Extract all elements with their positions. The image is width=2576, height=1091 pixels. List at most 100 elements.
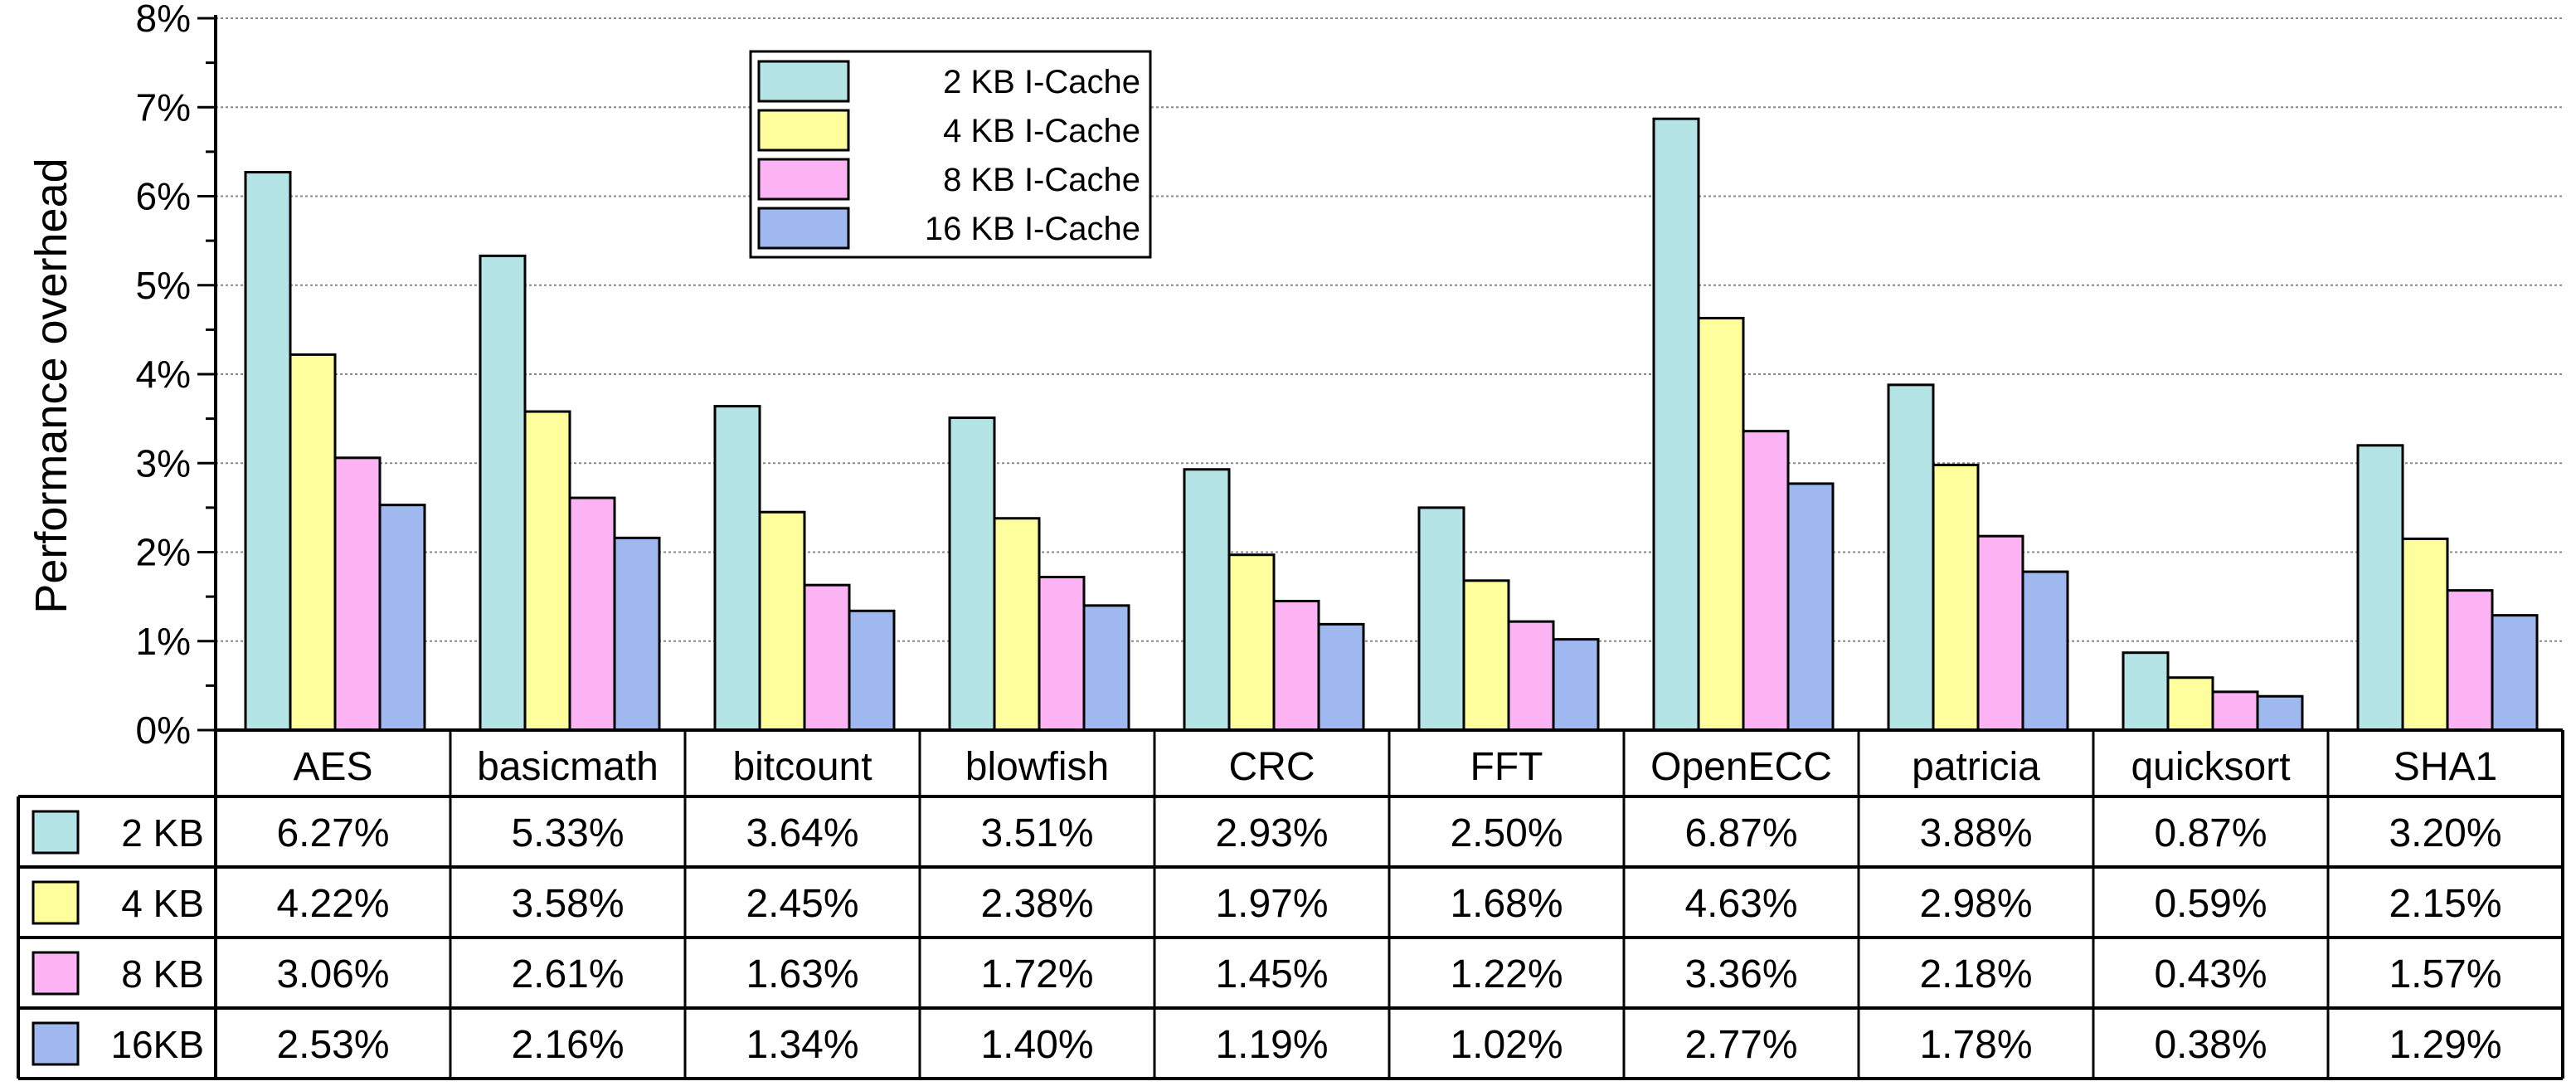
data-label: 5.33% (511, 811, 624, 855)
table-legend-swatch (32, 951, 80, 996)
bar (758, 510, 806, 732)
table-legend-swatch (32, 1021, 80, 1066)
data-label: 1.63% (746, 952, 858, 996)
data-label: 2.50% (1450, 811, 1563, 855)
bar (333, 456, 382, 732)
data-label: 1.97% (1215, 882, 1328, 926)
data-label: 2.15% (2389, 882, 2501, 926)
data-label: 2.98% (1919, 882, 2032, 926)
bar (1887, 383, 1935, 732)
data-label: 1.78% (1919, 1023, 2032, 1067)
data-label: 1.40% (980, 1023, 1093, 1067)
legend: 2 KB I-Cache 4 KB I-Cache 8 KB I-Cache 16 K… (749, 50, 1152, 259)
data-label: 0.43% (2154, 952, 2267, 996)
bar (479, 254, 527, 732)
data-table: AES basicmath bitcount blowfish CRC FFT OpenEC… (17, 730, 2564, 1080)
bar (523, 410, 571, 732)
table-row-label: 16KB (110, 1023, 204, 1066)
bar (993, 517, 1041, 732)
x-category-label: CRC (1229, 745, 1315, 789)
y-tick-label: 3% (136, 441, 191, 485)
data-label: 1.45% (1215, 952, 1328, 996)
x-category-label: OpenECC (1650, 745, 1832, 789)
data-label: 4.22% (276, 882, 389, 926)
data-label: 2.45% (746, 882, 858, 926)
bar (1697, 316, 1745, 732)
axes: 0% 1% 2% 3% 4% 5% 6% 7% 8% (136, 0, 2563, 752)
data-label: 3.58% (511, 882, 624, 926)
bar (2446, 589, 2494, 732)
legend-label: 4 KB I-Cache (943, 113, 1140, 149)
legend-label: 2 KB I-Cache (943, 64, 1140, 100)
bar (1317, 622, 1365, 732)
y-tick-label: 7% (136, 85, 191, 129)
data-label: 0.59% (2154, 882, 2267, 926)
legend-swatch (757, 158, 850, 201)
data-label: 3.64% (746, 811, 858, 855)
data-label: 1.29% (2389, 1023, 2501, 1067)
data-label: 4.63% (1684, 882, 1797, 926)
bar (2166, 676, 2214, 732)
bar (568, 496, 616, 732)
bar (1507, 620, 1555, 732)
bar (1742, 430, 1790, 732)
data-label: 3.36% (1684, 952, 1797, 996)
data-label: 0.87% (2154, 811, 2267, 855)
bar (1552, 638, 1600, 732)
data-label: 2.18% (1919, 952, 2032, 996)
legend-swatch (757, 207, 850, 250)
bar (848, 609, 896, 732)
legend-swatch (757, 60, 850, 103)
table-row-label: 8 KB (121, 952, 204, 996)
y-tick-label: 2% (136, 531, 191, 574)
y-tick-label: 8% (136, 0, 191, 40)
data-label: 2.77% (1684, 1023, 1797, 1067)
bar (378, 504, 426, 732)
bar (1932, 463, 1980, 732)
table-row-label: 2 KB (121, 811, 204, 855)
table-row-label: 4 KB (121, 882, 204, 925)
bar (803, 583, 851, 732)
legend-swatch (757, 109, 850, 152)
data-label: 2.16% (511, 1023, 624, 1067)
data-label: 3.51% (980, 811, 1093, 855)
bar (1183, 468, 1231, 732)
data-label: 6.27% (276, 811, 389, 855)
bar (2356, 444, 2404, 732)
x-category-label: FFT (1470, 745, 1543, 789)
bar (1652, 117, 1700, 732)
bar (2401, 537, 2449, 732)
legend-label: 16 KB I-Cache (925, 211, 1140, 247)
y-tick-label: 0% (136, 709, 191, 752)
y-tick-label: 4% (136, 353, 191, 396)
data-label: 1.68% (1450, 882, 1563, 926)
data-label: 1.34% (746, 1023, 858, 1067)
x-category-label: basicmath (477, 745, 659, 789)
bar (1038, 576, 1086, 732)
data-label: 0.38% (2154, 1023, 2267, 1067)
data-label: 3.20% (2389, 811, 2501, 855)
x-category-label: quicksort (2131, 745, 2290, 789)
table-legend-swatch (32, 880, 80, 925)
data-label: 3.06% (276, 952, 389, 996)
bar (713, 405, 761, 732)
legend-label: 8 KB I-Cache (943, 162, 1140, 198)
x-category-label: patricia (1912, 745, 2040, 789)
data-label: 2.53% (276, 1023, 389, 1067)
bar (1272, 599, 1320, 732)
bar (244, 171, 292, 732)
bar (1976, 534, 2024, 732)
data-label: 1.19% (1215, 1023, 1328, 1067)
bar (289, 353, 337, 732)
data-label: 3.88% (1919, 811, 2032, 855)
y-axis-label: Performance overhead (27, 158, 76, 613)
x-category-label: bitcount (732, 745, 872, 789)
bar (2491, 614, 2539, 732)
data-label: 6.87% (1684, 811, 1797, 855)
bar (2211, 690, 2259, 732)
bar (2021, 570, 2069, 732)
bar (1227, 553, 1276, 732)
data-label: 1.57% (2389, 952, 2501, 996)
y-tick-label: 6% (136, 175, 191, 218)
